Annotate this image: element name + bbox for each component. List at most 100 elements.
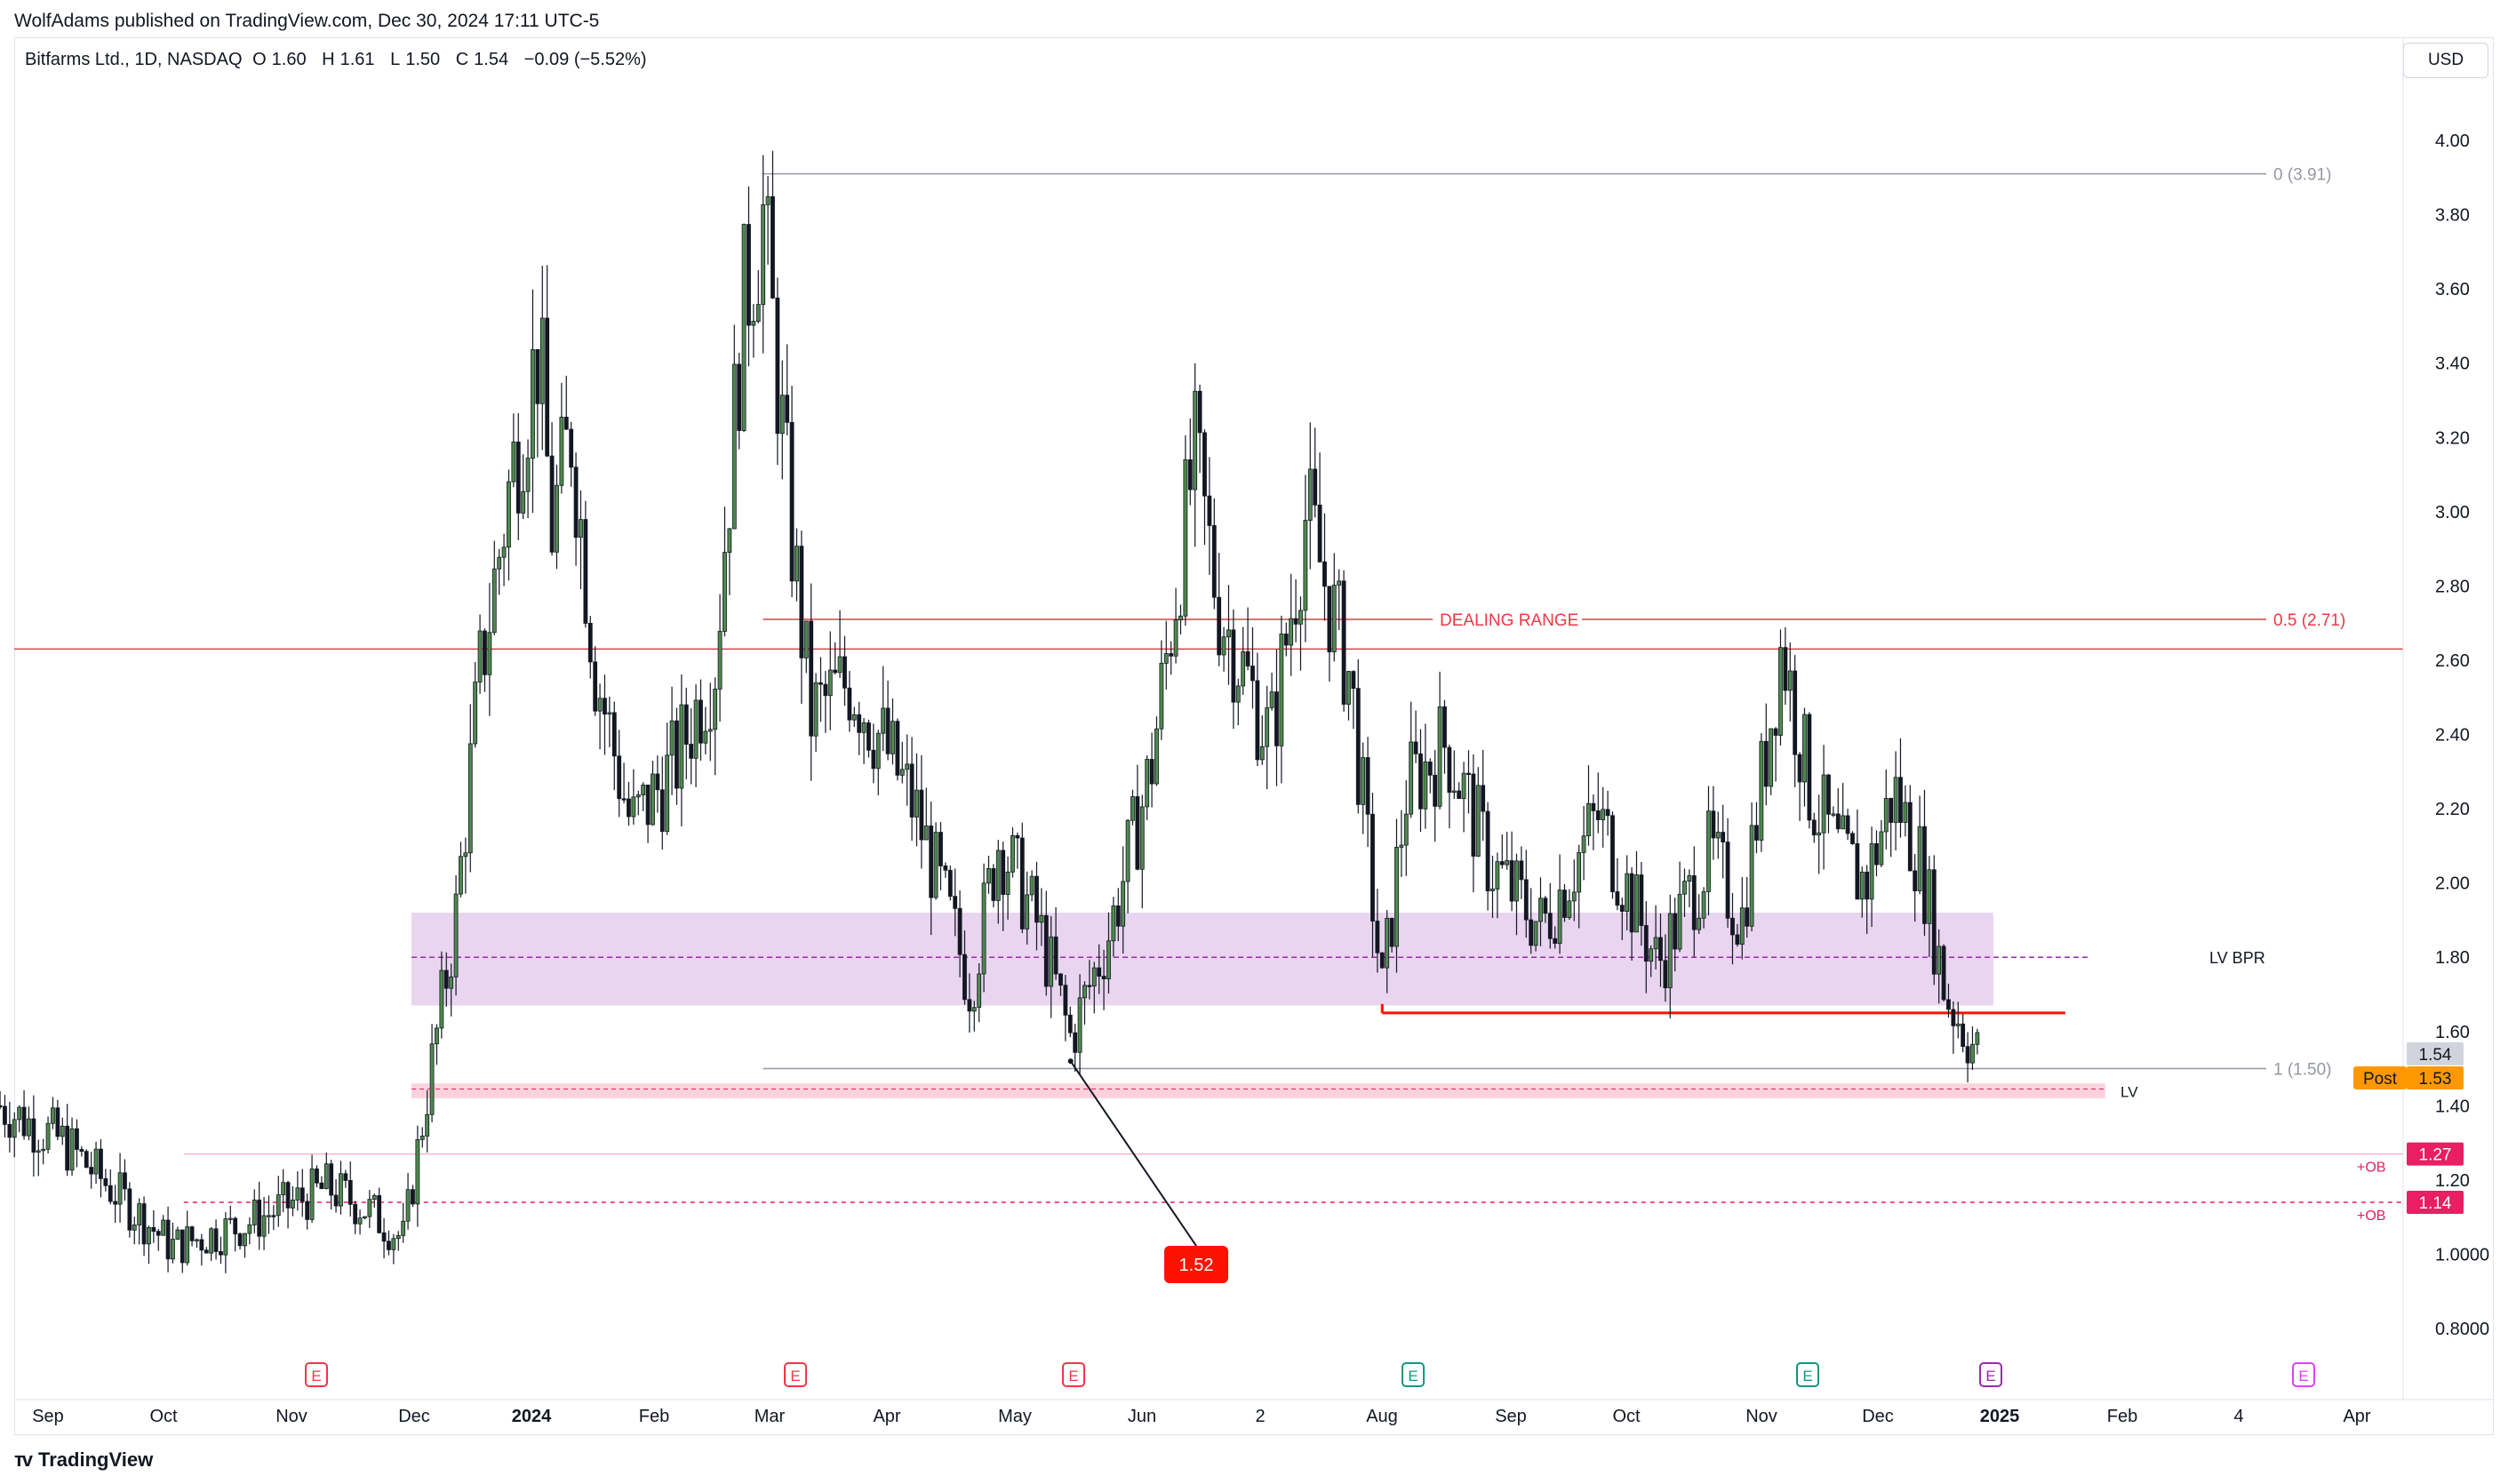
candle-body — [1331, 585, 1337, 653]
candle — [228, 1205, 233, 1225]
candle-body — [300, 1187, 305, 1202]
candle-body — [1787, 670, 1793, 691]
price-tick-label: 0.8000 — [2435, 1320, 2489, 1339]
candle-body — [1850, 833, 1855, 844]
candle-body — [1841, 815, 1846, 830]
price-tick-label: 1.20 — [2435, 1171, 2470, 1191]
candle — [323, 1153, 329, 1190]
event-badge — [1979, 1362, 2002, 1387]
candle-body — [1773, 728, 1778, 736]
candle-body — [1403, 813, 1409, 846]
candle-body — [1293, 618, 1298, 625]
candle-body — [1193, 390, 1198, 491]
close-label: C — [455, 50, 469, 69]
candle — [309, 1154, 315, 1224]
candles-layer — [0, 150, 1980, 1273]
candle-body — [1586, 802, 1591, 837]
candle-body — [683, 704, 689, 745]
candle — [1298, 596, 1303, 671]
candle — [1370, 793, 1375, 958]
candle — [1355, 659, 1361, 814]
candle — [1826, 773, 1831, 834]
candle — [1159, 640, 1164, 740]
candle — [165, 1206, 171, 1273]
candle — [813, 673, 819, 752]
candle-body — [1005, 871, 1010, 895]
candle-body — [1169, 653, 1174, 657]
candle — [1907, 785, 1913, 872]
candle-body — [1763, 740, 1769, 787]
candle-body — [0, 1105, 3, 1108]
candle-body — [51, 1107, 55, 1124]
candle-body — [1691, 875, 1697, 930]
candle — [483, 628, 487, 692]
candle-body — [165, 1219, 171, 1260]
tradingview-footer[interactable]: ᴛᴠ TradingView — [14, 1448, 153, 1472]
candle — [141, 1196, 147, 1257]
candle-body — [1826, 774, 1831, 815]
candle — [55, 1099, 60, 1141]
candle — [665, 722, 670, 835]
candle-body — [1658, 937, 1663, 961]
time-tick-label: Apr — [873, 1407, 900, 1426]
candle — [1951, 1001, 1956, 1054]
candle-body — [1370, 813, 1375, 922]
candle-body — [1039, 914, 1044, 923]
candle — [12, 1112, 17, 1158]
candle — [1759, 733, 1764, 852]
candle-body — [1053, 936, 1058, 975]
candle-body — [199, 1239, 204, 1251]
candle-body — [1413, 741, 1418, 754]
candle — [1327, 586, 1332, 682]
candle-body — [291, 1200, 295, 1209]
candle — [237, 1233, 243, 1250]
candle-body — [909, 763, 915, 818]
candle-body — [587, 623, 593, 663]
candle-body — [977, 973, 982, 1009]
candle-body — [583, 519, 588, 624]
candle — [156, 1228, 161, 1251]
candle — [267, 1195, 271, 1234]
candle-body — [611, 712, 617, 757]
candle — [117, 1153, 123, 1223]
candle — [65, 1104, 70, 1177]
candle — [333, 1178, 339, 1213]
candle-body — [1869, 843, 1874, 900]
candle-body — [1010, 834, 1015, 873]
candle — [147, 1225, 151, 1265]
candle-body — [1581, 835, 1586, 853]
candle-body — [1601, 809, 1606, 820]
time-tick-label: Aug — [1366, 1407, 1398, 1426]
candle — [1817, 794, 1822, 874]
candle — [247, 1217, 252, 1245]
candle-body — [737, 363, 742, 431]
symbol-name[interactable]: Bitfarms Ltd., 1D, NASDAQ — [25, 50, 243, 69]
candle-body — [545, 317, 550, 457]
candle — [1625, 855, 1630, 930]
candle — [295, 1171, 300, 1211]
candle — [1663, 934, 1668, 1002]
candle-body — [1341, 580, 1346, 705]
candle — [377, 1187, 382, 1234]
candle-body — [1029, 875, 1034, 896]
candle-body — [1001, 850, 1006, 895]
ob-lower-tag — [2407, 1190, 2464, 1214]
candle-body — [55, 1107, 60, 1137]
candle-body — [1567, 900, 1572, 918]
candle-body — [79, 1149, 84, 1153]
candle-body — [1883, 798, 1889, 833]
candle-body — [1154, 728, 1159, 785]
candle — [405, 1172, 411, 1230]
candle — [1778, 629, 1783, 746]
candle — [233, 1217, 238, 1252]
currency-button[interactable]: USD — [2403, 43, 2488, 78]
candle-body — [1269, 691, 1274, 708]
candle — [1769, 728, 1774, 795]
candle — [339, 1161, 343, 1215]
candle-body — [875, 732, 881, 770]
candle-body — [1437, 706, 1442, 807]
candle — [1941, 944, 1946, 1001]
candle-body — [843, 656, 847, 689]
candle-body — [1433, 774, 1438, 807]
